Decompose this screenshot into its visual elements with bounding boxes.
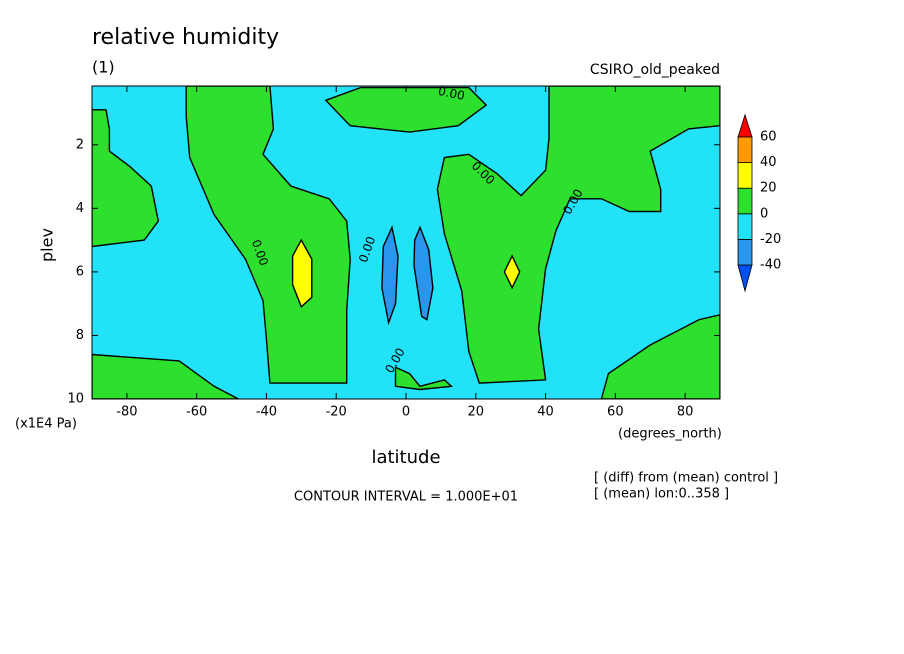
y-tick-label: 10 bbox=[67, 392, 84, 407]
contour-region bbox=[324, 86, 488, 133]
colorbar-cap bbox=[737, 113, 753, 138]
y-tick-label: 4 bbox=[76, 201, 84, 216]
contour-label: 0.00 bbox=[437, 84, 466, 103]
colorbar-cap bbox=[737, 264, 753, 293]
contour-region bbox=[185, 86, 351, 384]
x-tick-label: -80 bbox=[116, 405, 137, 420]
x-tick-label: 40 bbox=[537, 405, 554, 420]
contour-region bbox=[92, 353, 239, 399]
contour-region bbox=[600, 314, 720, 399]
colorbar-band bbox=[737, 238, 753, 266]
overlay: -80 -60 -40 -20 0 20 40 60 80 2 4 6 8 10 bbox=[67, 85, 721, 420]
note: [ (mean) lon:0..358 ] bbox=[594, 487, 729, 502]
x-tick-label: -40 bbox=[256, 405, 277, 420]
colorbar-band bbox=[737, 187, 753, 215]
y-tick-label: 6 bbox=[76, 264, 84, 279]
colorbar-band bbox=[737, 136, 753, 164]
x-tick-label: 20 bbox=[468, 405, 485, 420]
dataset-label: CSIRO_old_peaked bbox=[590, 62, 720, 78]
x-tick-label: 60 bbox=[607, 405, 624, 420]
x-tick-label: 0 bbox=[402, 405, 410, 420]
contour-region bbox=[394, 366, 454, 391]
y-tick-label: 8 bbox=[76, 328, 84, 343]
plot-area: 0.000.000.000.00 0.000.00 bbox=[92, 84, 720, 399]
x-tick-label: -20 bbox=[326, 405, 347, 420]
x-tick-label: 80 bbox=[677, 405, 694, 420]
y-axis-unit: (x1E4 Pa) bbox=[15, 417, 77, 432]
contour-region bbox=[503, 254, 521, 290]
colorbar-label: 40 bbox=[760, 155, 777, 170]
contour-region bbox=[291, 238, 313, 308]
contour-interval: CONTOUR INTERVAL = 1.000E+01 bbox=[294, 490, 518, 505]
chart-title: relative humidity bbox=[92, 25, 279, 50]
colorbar-label: -40 bbox=[760, 258, 781, 273]
contour-region bbox=[92, 109, 160, 248]
chart-subtitle: (1) bbox=[92, 58, 115, 77]
y-axis-title: plev bbox=[38, 228, 57, 262]
x-axis-title: latitude bbox=[371, 447, 440, 468]
contour-region bbox=[413, 225, 434, 321]
colorbar-label: 0 bbox=[760, 206, 768, 221]
colorbar-band bbox=[737, 162, 753, 189]
y-tick-label: 2 bbox=[76, 137, 84, 152]
colorbar-band bbox=[737, 213, 753, 240]
note: [ (diff) from (mean) control ] bbox=[594, 471, 778, 486]
x-axis-unit: (degrees_north) bbox=[618, 427, 722, 442]
colorbar-label: -20 bbox=[760, 232, 781, 247]
x-tick-label: -60 bbox=[186, 405, 207, 420]
contour-region bbox=[381, 225, 399, 326]
colorbar-label: 20 bbox=[760, 181, 777, 196]
colorbar-label: 60 bbox=[760, 130, 777, 145]
contour-region bbox=[436, 86, 720, 384]
